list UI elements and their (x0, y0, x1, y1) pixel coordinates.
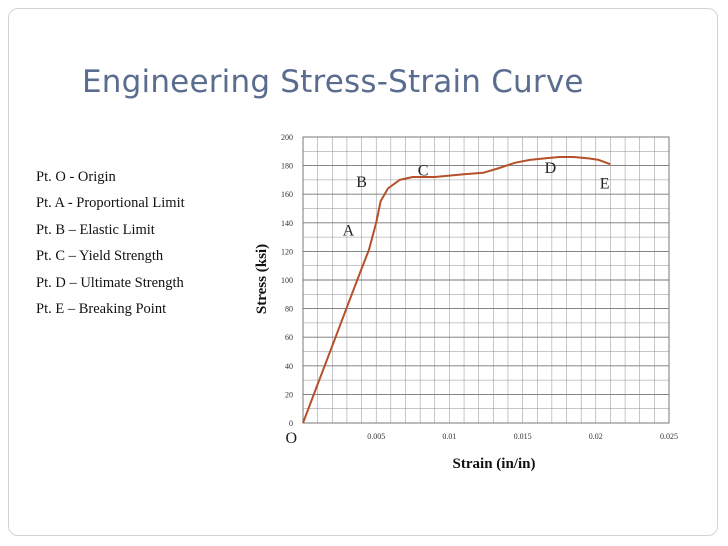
y-tick-label: 100 (281, 276, 293, 285)
x-axis-title: Strain (in/in) (453, 456, 536, 472)
legend-item-breaking-point: Pt. E – Breaking Point (36, 300, 167, 317)
y-tick-labels: 0 20 40 60 80 100 120 140 160 180 200 (281, 133, 293, 428)
point-legend-list: Pt. O - Origin Pt. A - Proportional Limi… (36, 167, 185, 325)
y-tick-label: 120 (281, 247, 293, 256)
legend-item-ultimate-strength: Pt. D – Ultimate Strength (36, 274, 184, 291)
plot-frame (302, 136, 670, 424)
stress-strain-line (302, 156, 611, 424)
x-tick-label: 0.01 (442, 432, 456, 441)
y-tick-label: 80 (285, 305, 293, 314)
y-tick-label: 20 (285, 390, 293, 399)
y-tick-label: 0 (289, 419, 293, 428)
point-annotations: O A B C D E (286, 160, 610, 447)
y-tick-label: 200 (281, 133, 293, 142)
legend-item-origin: Pt. O - Origin (36, 169, 116, 185)
point-label-c: C (418, 163, 429, 180)
point-label-b: B (356, 174, 367, 191)
x-tick-label: 0.025 (660, 432, 678, 441)
y-tick-label: 60 (285, 333, 293, 342)
point-label-a: A (343, 223, 355, 240)
point-label-d: D (545, 160, 557, 177)
legend-item-elastic-limit: Pt. B – Elastic Limit (36, 221, 155, 238)
y-tick-label: 40 (285, 362, 293, 371)
slide-title: Engineering Stress-Strain Curve (82, 64, 584, 100)
x-tick-label: 0.015 (514, 432, 532, 441)
y-tick-label: 180 (281, 162, 293, 171)
point-label-e: E (600, 175, 610, 192)
legend-item-proportional-limit: Pt. A - Proportional Limit (36, 195, 185, 212)
series-layer (302, 156, 611, 424)
y-tick-label: 140 (281, 219, 293, 228)
slide-frame (8, 8, 718, 536)
x-tick-label: 0.005 (367, 432, 385, 441)
x-tick-label: 0.02 (589, 432, 603, 441)
legend-item-yield-strength: Pt. C – Yield Strength (36, 248, 164, 265)
point-label-o: O (286, 430, 298, 447)
y-tick-label: 160 (281, 190, 293, 199)
grid-major (302, 136, 670, 424)
x-tick-labels: 0.005 0.01 0.015 0.02 0.025 (367, 432, 678, 441)
y-axis-title: Stress (ksi) (254, 244, 270, 314)
